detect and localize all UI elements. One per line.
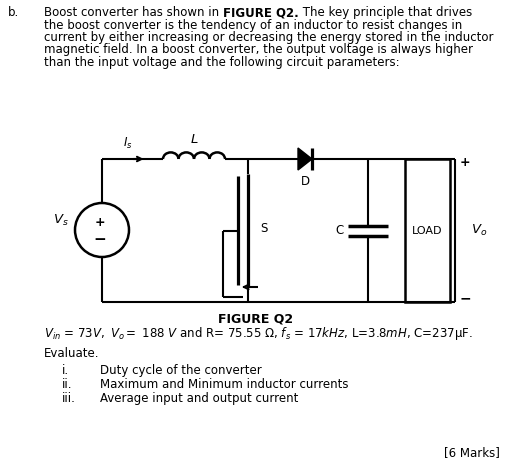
Text: +: + (95, 215, 105, 228)
Polygon shape (298, 148, 312, 170)
Text: Boost converter has shown in: Boost converter has shown in (44, 6, 223, 19)
Text: The key principle that drives: The key principle that drives (298, 6, 472, 19)
Text: Average input and output current: Average input and output current (100, 392, 298, 405)
Text: iii.: iii. (62, 392, 76, 405)
Text: current by either increasing or decreasing the energy stored in the inductor: current by either increasing or decreasi… (44, 31, 494, 44)
Text: $I_s$: $I_s$ (123, 136, 132, 151)
Text: +: + (460, 156, 471, 170)
Text: [6 Marks]: [6 Marks] (444, 446, 500, 459)
Text: $V_s$: $V_s$ (53, 212, 69, 227)
Text: D: D (301, 175, 310, 188)
Text: −: − (460, 291, 472, 305)
Text: b.: b. (8, 6, 19, 19)
Text: $V_{in}$ = 73$V$$,\ V_o$$=$ 188 $V$ and R= 75.55 Ω, $f_s$ = 17$kHz$, L=3.8$mH$, : $V_{in}$ = 73$V$$,\ V_o$$=$ 188 $V$ and … (44, 325, 473, 342)
Text: Evaluate.: Evaluate. (44, 347, 99, 360)
Text: magnetic field. In a boost converter, the output voltage is always higher: magnetic field. In a boost converter, th… (44, 43, 473, 57)
Text: S: S (260, 222, 267, 235)
Bar (405, 159, 450, 302)
Text: FIGURE Q2: FIGURE Q2 (219, 312, 293, 325)
Text: Maximum and Minimum inductor currents: Maximum and Minimum inductor currents (100, 378, 349, 391)
Text: $L$: $L$ (190, 133, 198, 146)
Text: the boost converter is the tendency of an inductor to resist changes in: the boost converter is the tendency of a… (44, 19, 462, 31)
Text: ii.: ii. (62, 378, 73, 391)
Text: LOAD: LOAD (412, 226, 443, 235)
Text: $V_o$: $V_o$ (471, 223, 487, 238)
Text: Duty cycle of the converter: Duty cycle of the converter (100, 364, 262, 377)
Text: FIGURE Q2.: FIGURE Q2. (223, 6, 298, 19)
Text: C: C (336, 224, 344, 237)
Text: than the input voltage and the following circuit parameters:: than the input voltage and the following… (44, 56, 400, 69)
Text: −: − (94, 232, 106, 247)
Text: i.: i. (62, 364, 69, 377)
